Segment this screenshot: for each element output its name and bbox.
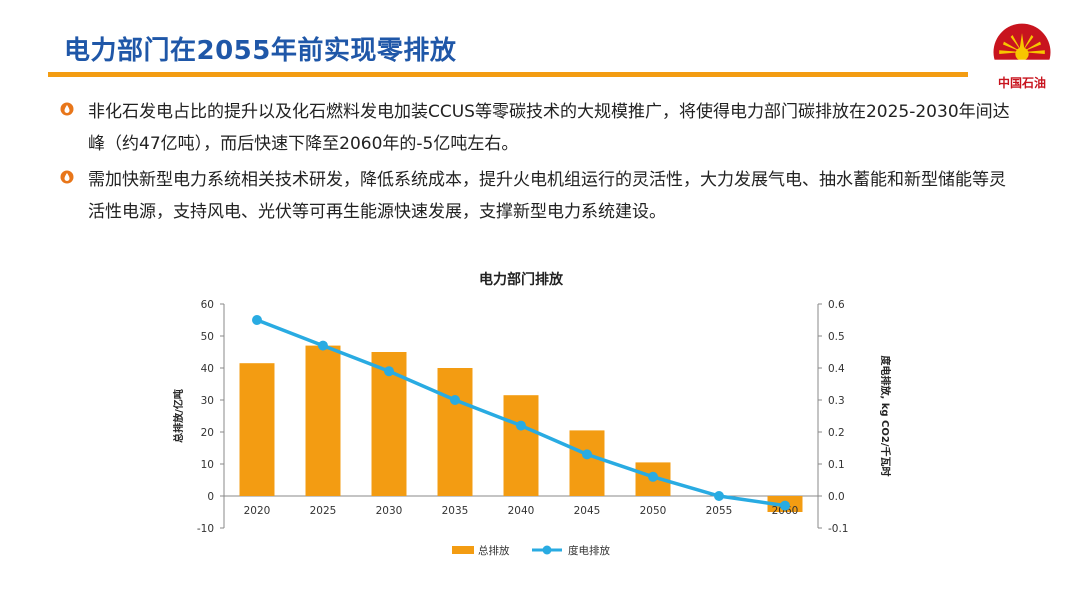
line-intensity-point (516, 420, 526, 431)
y-tick-label: 10 (201, 459, 214, 471)
y2-tick-label: 0.0 (828, 491, 845, 503)
line-intensity-point (648, 471, 658, 482)
y-tick-label: 60 (201, 299, 214, 311)
title-underline (48, 72, 968, 77)
y2-tick-label: 0.4 (828, 363, 845, 375)
y2-tick-label: 0.2 (828, 427, 845, 439)
bullet-item-1: 非化石发电占比的提升以及化石燃料发电加装CCUS等零碳技术的大规模推广，将使得电… (58, 96, 1018, 160)
line-intensity-point (252, 315, 262, 325)
y2-axis-label: 度电排放, kg CO2/千瓦时 (879, 355, 892, 476)
line-intensity-point (714, 491, 724, 501)
y2-tick-label: 0.1 (828, 459, 845, 471)
y2-tick-label: -0.1 (828, 523, 849, 535)
bullet-item-2: 需加快新型电力系统相关技术研发，降低系统成本，提升火电机组运行的灵活性，大力发展… (58, 164, 1018, 228)
bar-total-emissions (305, 345, 341, 496)
petrochina-logo-icon (991, 23, 1053, 87)
emissions-chart: 电力部门排放 60 50 40 30 20 10 0 -10 0.6 0.5 0.4 0.3 0.2 0.1… (172, 271, 892, 557)
legend-bar-label: 总排放 (478, 544, 510, 557)
y-tick-label: -10 (197, 523, 214, 535)
y-tick-label: 50 (201, 331, 214, 343)
x-tick-label: 2040 (508, 505, 535, 517)
legend-line-label: 度电排放 (568, 544, 610, 557)
bar-total-emissions (569, 430, 605, 496)
y2-tick-label: 0.6 (828, 299, 845, 311)
y-tick-label: 20 (201, 427, 214, 439)
x-tick-label: 2060 (772, 505, 799, 517)
x-tick-label: 2050 (640, 505, 667, 517)
y-tick-label: 30 (201, 395, 214, 407)
y2-tick-label: 0.3 (828, 395, 845, 407)
x-tick-label: 2035 (442, 505, 469, 517)
bar-total-emissions (503, 395, 539, 496)
bullet-text: 非化石发电占比的提升以及化石燃料发电加装CCUS等零碳技术的大规模推广，将使得电… (88, 102, 1010, 154)
legend-bar-swatch (452, 546, 474, 554)
bar-total-emissions (239, 363, 275, 496)
x-tick-label: 2020 (244, 505, 271, 517)
bar-total-emissions (437, 368, 473, 496)
drop-bullet-icon (60, 170, 74, 184)
x-tick-label: 2055 (706, 505, 733, 517)
line-intensity-point (582, 449, 592, 460)
x-tick-label: 2045 (574, 505, 601, 517)
logo-text: 中国石油 (997, 76, 1046, 90)
line-intensity-point (450, 395, 460, 405)
y-tick-label: 40 (201, 363, 214, 375)
line-intensity-point (780, 500, 790, 511)
x-tick-label: 2030 (376, 505, 403, 517)
x-tick-label: 2025 (310, 505, 337, 517)
line-intensity-point (384, 366, 394, 377)
drop-bullet-icon (60, 102, 74, 116)
legend-line-marker (542, 545, 552, 555)
y2-tick-label: 0.5 (828, 331, 845, 343)
bullet-list: 非化石发电占比的提升以及化石燃料发电加装CCUS等零碳技术的大规模推广，将使得电… (58, 96, 1018, 232)
bullet-text: 需加快新型电力系统相关技术研发，降低系统成本，提升火电机组运行的灵活性，大力发展… (88, 170, 1006, 222)
y-tick-label: 0 (207, 491, 214, 503)
y-axis-label: 总排放/亿吨 (172, 389, 185, 443)
slide-title: 电力部门在2055年前实现零排放 (64, 36, 457, 66)
chart-title: 电力部门排放 (479, 271, 564, 288)
line-intensity-point (318, 340, 328, 351)
